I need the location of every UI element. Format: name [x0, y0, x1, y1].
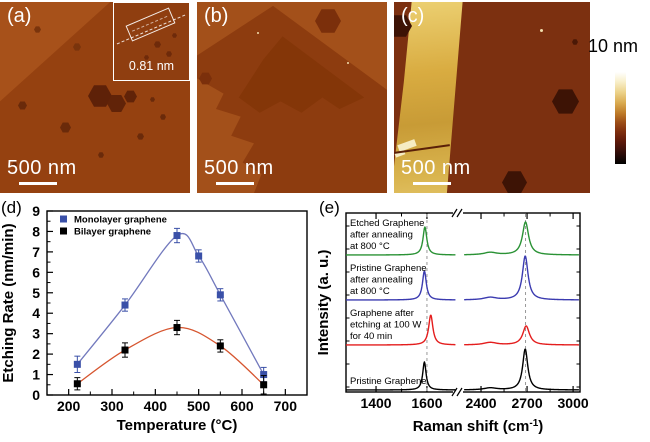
panel-letter-b: (b) [204, 5, 229, 27]
etch-pit [154, 41, 161, 48]
svg-text:5: 5 [32, 285, 40, 301]
svg-text:600: 600 [230, 398, 254, 414]
afm-image-c: (c) 500 nm [394, 2, 590, 193]
svg-text:7: 7 [32, 244, 40, 260]
etch-pit [144, 55, 149, 60]
svg-text:for 40 min: for 40 min [350, 331, 392, 342]
height-colorbar [615, 72, 626, 164]
etch-pit [107, 94, 126, 113]
etch-pit [160, 114, 166, 120]
scale-bar-label: 500 nm [401, 157, 471, 179]
profile-trace [131, 15, 168, 32]
svg-text:1: 1 [32, 367, 40, 383]
etch-pit [98, 152, 104, 158]
etching-rate-chart: 200 300 400 500 600 700 0 1 2 3 4 5 6 7 8 9 Temperature … [0, 198, 308, 434]
svg-text:Etched Graphene: Etched Graphene [350, 218, 424, 229]
colorbar-label: 10 nm [588, 36, 639, 56]
svg-text:(d): (d) [1, 198, 22, 217]
svg-text:etching at 100 W: etching at 100 W [350, 320, 421, 331]
scale-bar-line [216, 182, 254, 185]
svg-text:2700: 2700 [511, 395, 542, 411]
etch-pit [60, 122, 71, 133]
scale-bar-label: 500 nm [7, 157, 77, 179]
svg-text:at 800 °C: at 800 °C [350, 241, 390, 252]
etch-pit [73, 43, 81, 51]
etch-pit [12, 162, 17, 167]
svg-text:1600: 1600 [411, 395, 442, 411]
svg-text:Graphene after: Graphene after [350, 308, 414, 319]
svg-text:1400: 1400 [360, 395, 391, 411]
etch-pit [137, 133, 144, 140]
svg-text:Bilayer graphene: Bilayer graphene [74, 227, 151, 238]
etch-pit [552, 89, 579, 114]
etch-pit [394, 15, 412, 37]
svg-text:Intensity (a. u.): Intensity (a. u.) [318, 250, 332, 356]
etch-pit [572, 39, 578, 45]
svg-text:3000: 3000 [558, 395, 589, 411]
etch-pit [199, 72, 212, 85]
etch-pit [124, 90, 137, 103]
svg-text:400: 400 [144, 398, 168, 414]
scale-bar: 500 nm [204, 157, 274, 185]
svg-text:700: 700 [274, 398, 298, 414]
etch-pit [172, 33, 177, 38]
scale-bar-line [19, 182, 57, 185]
step-height-label: 0.81 nm [128, 59, 175, 73]
svg-text:Monolayer graphene: Monolayer graphene [74, 215, 167, 226]
svg-text:Temperature (°C): Temperature (°C) [117, 417, 238, 434]
scale-bar: 500 nm [7, 157, 77, 185]
speck [347, 62, 349, 64]
svg-text:200: 200 [57, 398, 81, 414]
svg-text:300: 300 [100, 398, 124, 414]
etch-pit [502, 171, 527, 193]
svg-text:at 800 °C: at 800 °C [350, 286, 390, 297]
height-profile-inset: 0.81 nm [113, 2, 190, 81]
panel-letter-a: (a) [7, 5, 32, 27]
speck [257, 32, 259, 34]
etch-pit [34, 26, 41, 33]
svg-text:Etching Rate (nm/min): Etching Rate (nm/min) [0, 223, 17, 382]
svg-text:6: 6 [32, 264, 40, 280]
svg-text:2: 2 [32, 346, 40, 362]
etch-pit [150, 97, 155, 102]
etch-pit [166, 51, 172, 57]
svg-text:9: 9 [32, 203, 40, 219]
profile-box-outline [125, 7, 176, 42]
svg-text:3: 3 [32, 326, 40, 342]
svg-text:after annealing: after annealing [350, 275, 413, 286]
svg-text:Raman shift (cm-1): Raman shift (cm-1) [413, 418, 544, 435]
svg-text:Pristine Graphene: Pristine Graphene [350, 263, 427, 274]
scale-bar-label: 500 nm [204, 157, 274, 179]
svg-text:2400: 2400 [465, 395, 496, 411]
scale-bar-line [413, 182, 451, 185]
etch-pit [315, 9, 341, 33]
svg-text:Pristine Graphene: Pristine Graphene [350, 376, 427, 387]
scale-bar: 500 nm [401, 157, 471, 185]
svg-text:500: 500 [187, 398, 211, 414]
etch-pit [18, 101, 27, 110]
speck [540, 29, 543, 32]
panel-letter-c: (c) [401, 5, 425, 27]
afm-image-a: (a) 0.81 nm 500 nm [0, 2, 190, 193]
svg-text:0: 0 [32, 387, 40, 403]
svg-text:after annealing: after annealing [350, 230, 413, 241]
afm-image-b: (b) 500 nm [197, 2, 387, 193]
svg-text:8: 8 [32, 223, 40, 239]
svg-text:4: 4 [32, 305, 40, 321]
svg-text:(e): (e) [319, 198, 340, 217]
etch-pit [88, 85, 112, 107]
